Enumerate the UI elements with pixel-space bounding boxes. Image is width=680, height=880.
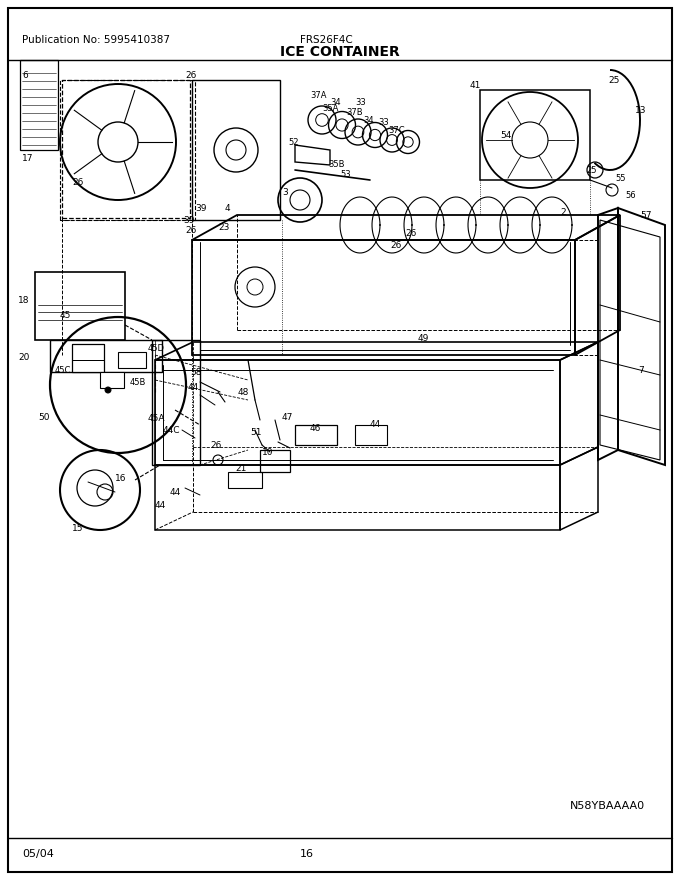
Text: 45A: 45A	[148, 414, 165, 422]
Text: 54: 54	[500, 130, 511, 140]
Text: 45D: 45D	[148, 343, 165, 353]
Text: 23: 23	[218, 223, 229, 231]
Text: 44C: 44C	[163, 426, 180, 435]
Text: 53: 53	[340, 170, 351, 179]
Text: 26: 26	[210, 441, 222, 450]
Text: 52: 52	[288, 137, 299, 146]
FancyBboxPatch shape	[100, 372, 124, 388]
Text: 18: 18	[18, 296, 29, 304]
Text: 25: 25	[586, 165, 596, 174]
Text: 46: 46	[310, 423, 322, 432]
Text: 20: 20	[18, 353, 29, 362]
Text: 39: 39	[195, 203, 207, 212]
Text: 57: 57	[640, 210, 651, 219]
Text: ICE CONTAINER: ICE CONTAINER	[280, 45, 400, 59]
Text: N58YBAAAA0: N58YBAAAA0	[570, 801, 645, 811]
Text: 2: 2	[560, 208, 566, 216]
Text: 26: 26	[185, 225, 197, 234]
Text: 17: 17	[22, 153, 33, 163]
Text: 48: 48	[238, 387, 250, 397]
Text: 34: 34	[330, 98, 341, 106]
Text: 33: 33	[378, 118, 389, 127]
Text: 45: 45	[60, 311, 71, 319]
Text: 45C: 45C	[55, 365, 71, 375]
Text: 37A: 37A	[310, 91, 326, 99]
Text: 05/04: 05/04	[22, 849, 54, 859]
Text: 58: 58	[190, 368, 201, 377]
Text: 7: 7	[638, 365, 644, 375]
Text: 6: 6	[22, 70, 28, 79]
Text: 10: 10	[262, 448, 273, 457]
Text: 26: 26	[72, 178, 84, 187]
Text: 56: 56	[625, 190, 636, 200]
Text: 44: 44	[155, 501, 166, 510]
Text: 44: 44	[170, 488, 182, 496]
Text: Publication No: 5995410387: Publication No: 5995410387	[22, 35, 170, 45]
Text: 44: 44	[370, 420, 381, 429]
Text: FRS26F4C: FRS26F4C	[300, 35, 353, 45]
Text: 39: 39	[183, 216, 194, 224]
Text: 15: 15	[72, 524, 84, 532]
Text: 33: 33	[355, 98, 366, 106]
Text: 4: 4	[225, 203, 231, 212]
Text: 51: 51	[250, 428, 262, 436]
Text: 55: 55	[615, 173, 626, 182]
Text: 16: 16	[300, 849, 314, 859]
FancyBboxPatch shape	[118, 352, 146, 368]
Text: 26: 26	[390, 240, 401, 250]
Text: 13: 13	[635, 106, 647, 114]
Text: 26: 26	[185, 70, 197, 79]
Circle shape	[105, 387, 111, 393]
Text: 26: 26	[405, 229, 416, 238]
Text: 37B: 37B	[346, 107, 362, 116]
Text: 34: 34	[363, 115, 373, 124]
FancyBboxPatch shape	[72, 344, 104, 372]
Text: 35B: 35B	[328, 159, 345, 168]
Text: 44: 44	[188, 383, 199, 392]
Text: 25: 25	[608, 76, 619, 84]
Text: 49: 49	[418, 334, 429, 342]
Text: 16: 16	[115, 473, 126, 482]
Text: 21: 21	[235, 464, 246, 473]
Text: 50: 50	[38, 413, 50, 422]
Text: 45B: 45B	[130, 378, 146, 386]
Text: 47: 47	[282, 413, 293, 422]
Text: 3: 3	[282, 187, 288, 196]
Text: 35A: 35A	[322, 104, 339, 113]
Text: 41: 41	[470, 80, 481, 90]
Text: 37C: 37C	[388, 126, 405, 135]
